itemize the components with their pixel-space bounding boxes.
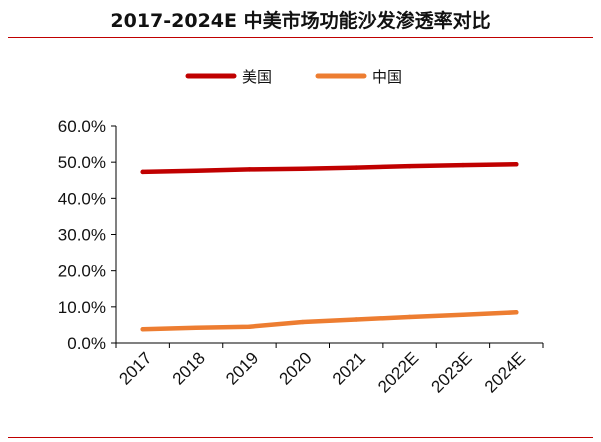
plot-area <box>140 162 519 332</box>
data-point-1-0 <box>140 327 145 332</box>
data-point-1-1 <box>193 325 199 331</box>
y-tick-label: 0.0% <box>67 334 106 353</box>
y-tick-label: 50.0% <box>58 153 106 172</box>
x-tick-label: 2018 <box>169 348 209 388</box>
x-tick-label: 2022E <box>374 348 422 396</box>
x-tick-label: 2024E <box>481 348 529 396</box>
chart-title: 2017-2024E 中美市场功能沙发渗透率对比 <box>110 10 491 32</box>
bottom-rule <box>8 437 593 438</box>
x-tick-label: 2020 <box>275 348 315 388</box>
x-tick-label: 2019 <box>222 348 262 388</box>
data-point-1-6 <box>460 312 466 317</box>
data-point-0-2 <box>247 167 252 172</box>
data-point-1-4 <box>353 317 359 322</box>
data-point-1-7 <box>514 310 519 315</box>
data-point-1-3 <box>300 319 306 325</box>
legend: 美国 中国 <box>185 68 402 86</box>
y-tick-label: 10.0% <box>58 298 106 317</box>
legend-label-1: 中国 <box>372 68 402 86</box>
y-tick-label: 40.0% <box>58 189 106 208</box>
data-point-0-7 <box>514 162 519 167</box>
data-point-0-6 <box>460 162 466 168</box>
series-line-1 <box>140 310 519 332</box>
x-tick-label: 2017 <box>115 348 155 388</box>
y-tick-label: 30.0% <box>58 226 106 245</box>
y-tick-label: 60.0% <box>58 117 106 136</box>
data-point-0-5 <box>407 163 412 169</box>
line-chart: 美国 中国 0.0%10.0%20.0%30.0%40.0%50.0%60.0% … <box>58 68 544 397</box>
x-axis: 2017 2018 2019 2020 2021 2022E 2023E 2024E <box>115 342 544 397</box>
top-rule <box>8 37 593 38</box>
y-axis: 0.0% 10.0% 20.0% 30.0% 40.0% 50.0% 60.0% <box>58 117 117 353</box>
legend-label-0: 美国 <box>242 68 272 86</box>
data-point-0-3 <box>300 166 306 171</box>
y-tick-label: 20.0% <box>58 262 106 281</box>
series-line-0 <box>140 162 519 175</box>
data-point-1-5 <box>407 314 412 320</box>
x-tick-label: 2023E <box>428 348 476 396</box>
data-point-0-4 <box>353 165 359 170</box>
x-tick-label: 2021 <box>329 348 369 388</box>
data-point-0-1 <box>193 168 199 174</box>
data-point-0-0 <box>140 169 145 175</box>
data-point-1-2 <box>247 324 252 329</box>
